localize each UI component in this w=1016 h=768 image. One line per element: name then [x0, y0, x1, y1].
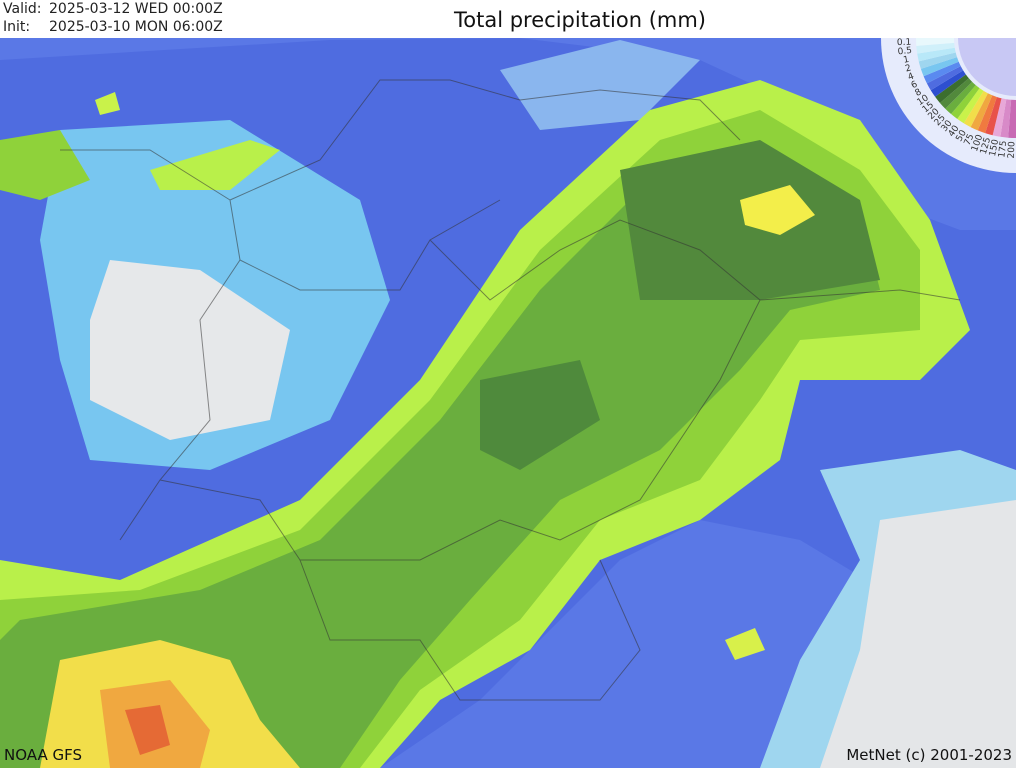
legend-wedge — [916, 42, 955, 54]
legend-wheel: 2001751501251007550403025201510864210.50… — [881, 38, 1016, 173]
legend-wedge — [963, 90, 988, 128]
legend-wedge — [930, 70, 966, 97]
legend-wedge — [935, 74, 969, 103]
valid-label: Valid: — [3, 1, 42, 17]
legend-wedge — [945, 81, 976, 115]
legend-label: 8 — [914, 87, 924, 99]
legend-center — [958, 38, 1016, 96]
legend-wedge — [1000, 99, 1012, 138]
legend-label: 0.1 — [897, 38, 912, 48]
legend-wedge — [957, 88, 984, 124]
legend-label: 2 — [904, 63, 912, 74]
legend-wedge — [926, 66, 964, 91]
legend-wedge — [939, 78, 973, 109]
legend-wedge — [977, 95, 997, 134]
header: Valid: 2025-03-12 WED 00:00Z Init: 2025-03… — [0, 0, 1016, 38]
legend-wedge — [923, 61, 961, 84]
legend-wedge — [985, 96, 1002, 136]
legend-label: 75 — [963, 133, 977, 148]
init-line: Init: 2025-03-10 MON 06:00Z — [3, 19, 223, 35]
legend-label: 6 — [910, 79, 920, 91]
legend-wedges — [916, 38, 1016, 138]
legend-wedge — [992, 98, 1007, 137]
legend-wedge — [916, 38, 955, 46]
legend-label: 0.5 — [897, 46, 912, 58]
legend-wedge — [918, 52, 958, 69]
legend-wedge — [917, 47, 956, 62]
legend-label: 50 — [955, 128, 969, 143]
legend-wedge — [920, 57, 959, 77]
legend-wedge — [970, 93, 993, 131]
legend-wedge — [951, 85, 980, 119]
legend-wedge — [1008, 99, 1016, 138]
precip-fields — [0, 38, 1016, 768]
valid-time: 2025-03-12 WED 00:00Z — [49, 1, 223, 17]
copyright: MetNet (c) 2001-2023 — [846, 746, 1012, 764]
source: NOAA GFS — [4, 746, 82, 764]
precipitation-map — [0, 38, 1016, 768]
legend-label: 125 — [979, 136, 993, 155]
legend-label: 1 — [902, 55, 910, 66]
map-title: Total precipitation (mm) — [454, 8, 706, 32]
init-label: Init: — [3, 19, 31, 35]
valid-line: Valid: 2025-03-12 WED 00:00Z — [3, 1, 223, 17]
borders — [60, 79, 961, 701]
legend-label: 150 — [988, 138, 1001, 157]
legend-label: 200 — [1007, 141, 1016, 159]
init-time: 2025-03-10 MON 06:00Z — [49, 19, 223, 35]
legend-label: 175 — [997, 140, 1009, 158]
legend-label: 4 — [907, 71, 916, 82]
